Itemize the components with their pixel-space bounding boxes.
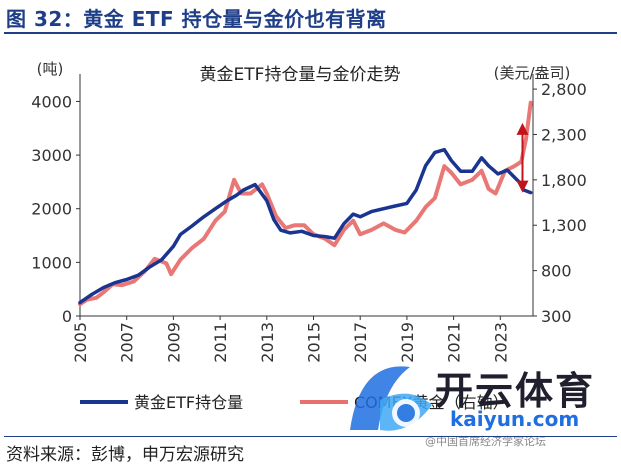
y-right-unit: (美元/盎司) — [494, 64, 571, 82]
legend: 黄金ETF持仓量 COMEX黄金（右轴） — [80, 393, 509, 412]
legend-label-gold: COMEX黄金（右轴） — [354, 393, 509, 412]
y-left-tick-label: 3000 — [31, 146, 72, 165]
x-tick-label: 2009 — [164, 322, 183, 363]
y-right-tick-label: 300 — [541, 307, 572, 326]
y-right-tick-label: 1,300 — [541, 216, 587, 235]
axes: 0 1000 2000 3000 4000 300 800 1,300 1,800 2,300 2,… — [31, 74, 587, 363]
y-right-tick-label: 800 — [541, 262, 572, 281]
y-left-tick-label: 2000 — [31, 200, 72, 219]
divergence-arrow-up-icon — [516, 122, 529, 135]
y-left-tick-label: 4000 — [31, 92, 72, 111]
source-rule — [4, 436, 617, 437]
x-tick-label: 2011 — [211, 322, 230, 363]
y-right-tick-label: 2,800 — [541, 80, 587, 99]
etf-holdings-line — [78, 147, 533, 305]
x-tick-label: 2007 — [118, 322, 137, 363]
divergence-arrow-down-icon — [516, 180, 529, 193]
x-tick-label: 2013 — [258, 322, 277, 363]
series-layer — [78, 100, 533, 307]
x-tick-label: 2015 — [305, 322, 324, 363]
x-tick-label: 2023 — [491, 322, 510, 363]
source-note: 资料来源：彭博，申万宏源研究 — [6, 445, 244, 465]
y-right-tick-label: 2,300 — [541, 125, 587, 144]
y-left-tick-label: 0 — [62, 307, 72, 326]
figure-title: 图 32：黄金 ETF 持仓量与金价也有背离 — [6, 7, 387, 31]
x-tick-label: 2019 — [398, 322, 417, 363]
y-right-tick-label: 1,800 — [541, 171, 587, 190]
legend-label-etf: 黄金ETF持仓量 — [134, 393, 243, 412]
y-left-unit: (吨) — [37, 60, 64, 78]
title-rule — [4, 32, 617, 34]
comex-gold-line — [78, 100, 533, 307]
chart: 黄金ETF持仓量与金价走势 (吨) (美元/盎司) 0 1000 2000 3000 4… — [31, 60, 587, 412]
chart-title: 黄金ETF持仓量与金价走势 — [200, 65, 401, 85]
x-tick-label: 2021 — [445, 322, 464, 363]
y-left-tick-label: 1000 — [31, 253, 72, 272]
x-tick-label: 2017 — [351, 322, 370, 363]
x-tick-label: 2005 — [71, 322, 90, 363]
annotation-layer — [516, 122, 529, 193]
